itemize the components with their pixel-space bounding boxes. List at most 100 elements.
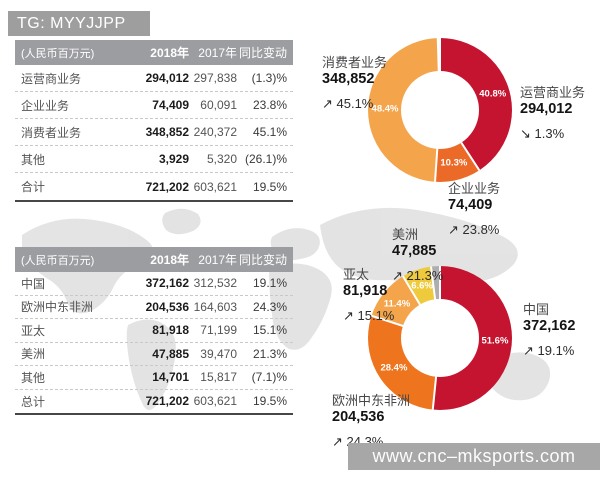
table-header: (人民币百万元) 2018年 2017年 同比变动 xyxy=(15,40,293,65)
segment-value: 294,012 xyxy=(520,100,573,117)
cell-2018: 74,409 xyxy=(152,98,189,112)
segment-percentage-label: 40.8% xyxy=(479,88,507,100)
callout-enterprise-business: 企业业务 74,409 ↗ 23.8% xyxy=(448,181,500,237)
cell-label: 合计 xyxy=(21,180,46,194)
callout-consumer-business: 消费者业务 348,852 ↗ 45.1% xyxy=(322,55,387,111)
cell-label: 亚太 xyxy=(21,323,46,338)
cell-change: 19.5% xyxy=(252,394,287,409)
cell-2017: 312,532 xyxy=(193,276,237,291)
segment-yoy-up-arrow: ↗ 21.3% xyxy=(392,267,444,283)
cell-2017: 164,603 xyxy=(193,299,237,314)
table-row: 其他 3,929 5,320 (26.1)% xyxy=(15,146,293,173)
table-body: 中国 372,162 312,532 19.1% 欧洲中东非洲 204,536 164,60… xyxy=(15,272,293,413)
tag-watermark-bar: TG: MYYJJPP xyxy=(8,11,150,36)
cell-2018: 47,885 xyxy=(152,346,189,361)
col-2018-header: 2018年 xyxy=(150,253,189,267)
tag-watermark-text: TG: MYYJJPP xyxy=(17,15,126,32)
table-row: 亚太 81,918 71,199 15.1% xyxy=(15,319,293,343)
segment-value: 47,885 xyxy=(392,242,437,259)
col-2017-header: 2017年 xyxy=(198,253,237,267)
segment-divider xyxy=(434,109,441,182)
cell-label: 运营商业务 xyxy=(21,71,82,86)
table-header: (人民币百万元) 2018年 2017年 同比变动 xyxy=(15,247,293,272)
site-watermark-bar: www.cnc–mksports.com xyxy=(348,443,600,470)
segment-divider xyxy=(431,337,441,410)
segment-percentage-label: 28.4% xyxy=(380,362,408,374)
cell-2018: 372,162 xyxy=(145,276,189,291)
cell-2018: 294,012 xyxy=(145,71,189,85)
table-row: 美洲 47,885 39,470 21.3% xyxy=(15,343,293,366)
segment-percentage-label: 11.4% xyxy=(383,298,411,310)
cell-change: 24.3% xyxy=(252,299,287,314)
cell-label: 消费者业务 xyxy=(21,125,82,140)
cell-2017: 15,817 xyxy=(200,370,237,385)
cell-label: 其他 xyxy=(21,152,46,167)
col-2018-header: 2018年 xyxy=(150,46,189,60)
col-change-header: 同比变动 xyxy=(238,46,287,60)
cell-2017: 240,372 xyxy=(193,125,237,139)
table-row: 企业业务 74,409 60,091 23.8% xyxy=(15,92,293,119)
segment-label: 美洲 xyxy=(392,227,419,242)
cell-label: 其他 xyxy=(21,370,46,385)
cell-change: 19.1% xyxy=(252,276,287,291)
segment-label: 运营商业务 xyxy=(520,85,586,100)
cell-2017: 60,091 xyxy=(200,98,237,112)
table-row: 合计 721,202 603,621 19.5% xyxy=(15,173,293,200)
segment-yoy-up-arrow: ↗ 19.1% xyxy=(523,342,575,358)
cell-2017: 603,621 xyxy=(193,179,237,194)
segment-label: 欧洲中东非洲 xyxy=(332,393,411,408)
cell-change: (26.1)% xyxy=(244,152,287,166)
cell-label: 企业业务 xyxy=(21,98,70,113)
cell-2017: 71,199 xyxy=(200,323,237,338)
segment-divider xyxy=(439,38,441,110)
cell-change: (7.1)% xyxy=(251,370,287,385)
cell-2018: 721,202 xyxy=(145,394,189,409)
table-row: 消费者业务 348,852 240,372 45.1% xyxy=(15,119,293,146)
cell-2017: 5,320 xyxy=(206,152,237,166)
segment-value: 204,536 xyxy=(332,408,385,425)
segment-value: 81,918 xyxy=(343,282,388,299)
region-revenue-table: (人民币百万元) 2018年 2017年 同比变动 中国 372,162 312,5… xyxy=(15,247,293,415)
table-body: 运营商业务 294,012 297,838 (1.3)% 企业业务 74,409 60,09… xyxy=(15,65,293,200)
cell-change: (1.3)% xyxy=(251,71,287,85)
cell-label: 中国 xyxy=(21,276,46,291)
callout-carrier-business: 运营商业务 294,012 ↘ 1.3% xyxy=(520,85,585,141)
segment-percentage-label: 48.4% xyxy=(371,103,399,115)
cell-2018: 14,701 xyxy=(152,370,189,385)
segment-value: 348,852 xyxy=(322,70,375,87)
segment-yoy-up-arrow: ↗ 45.1% xyxy=(322,95,374,111)
table-row: 其他 14,701 15,817 (7.1)% xyxy=(15,366,293,390)
cell-2018: 3,929 xyxy=(158,152,189,166)
site-watermark-text: www.cnc–mksports.com xyxy=(372,446,576,466)
segment-label: 中国 xyxy=(523,302,550,317)
business-donut-chart: 40.8% 10.3% 48.4% xyxy=(368,38,512,182)
segment-value: 74,409 xyxy=(448,196,493,213)
table-row: 中国 372,162 312,532 19.1% xyxy=(15,272,293,296)
cell-2018: 81,918 xyxy=(152,323,189,338)
business-revenue-table: (人民币百万元) 2018年 2017年 同比变动 运营商业务 294,012 29… xyxy=(15,40,293,202)
col-2017-header: 2017年 xyxy=(198,46,237,60)
table-row: 总计 721,202 603,621 19.5% xyxy=(15,390,293,414)
cell-label: 欧洲中东非洲 xyxy=(21,300,94,315)
cell-change: 23.8% xyxy=(252,98,287,112)
cell-label: 总计 xyxy=(21,394,46,409)
cell-change: 15.1% xyxy=(252,323,287,338)
cell-2018: 348,852 xyxy=(145,125,189,139)
table-row: 欧洲中东非洲 204,536 164,603 24.3% xyxy=(15,296,293,319)
cell-change: 19.5% xyxy=(252,179,287,194)
unit-header: (人民币百万元) xyxy=(21,254,95,267)
callout-asia-pacific: 亚太 81,918 ↗ 15.1% xyxy=(343,267,394,323)
cell-2018: 721,202 xyxy=(145,179,189,194)
cell-label: 美洲 xyxy=(21,347,46,362)
callout-china: 中国 372,162 ↗ 19.1% xyxy=(523,302,575,358)
unit-header: (人民币百万元) xyxy=(21,47,95,60)
segment-yoy-down-arrow: ↘ 1.3% xyxy=(520,125,565,141)
cell-2017: 297,838 xyxy=(193,71,237,85)
callout-americas: 美洲 47,885 ↗ 21.3% xyxy=(392,227,443,283)
segment-percentage-label: 51.6% xyxy=(481,335,509,347)
segment-label: 亚太 xyxy=(343,267,370,282)
segment-label: 消费者业务 xyxy=(322,55,388,70)
segment-percentage-label: 6.6% xyxy=(411,280,433,292)
cell-2017: 603,621 xyxy=(193,394,237,409)
